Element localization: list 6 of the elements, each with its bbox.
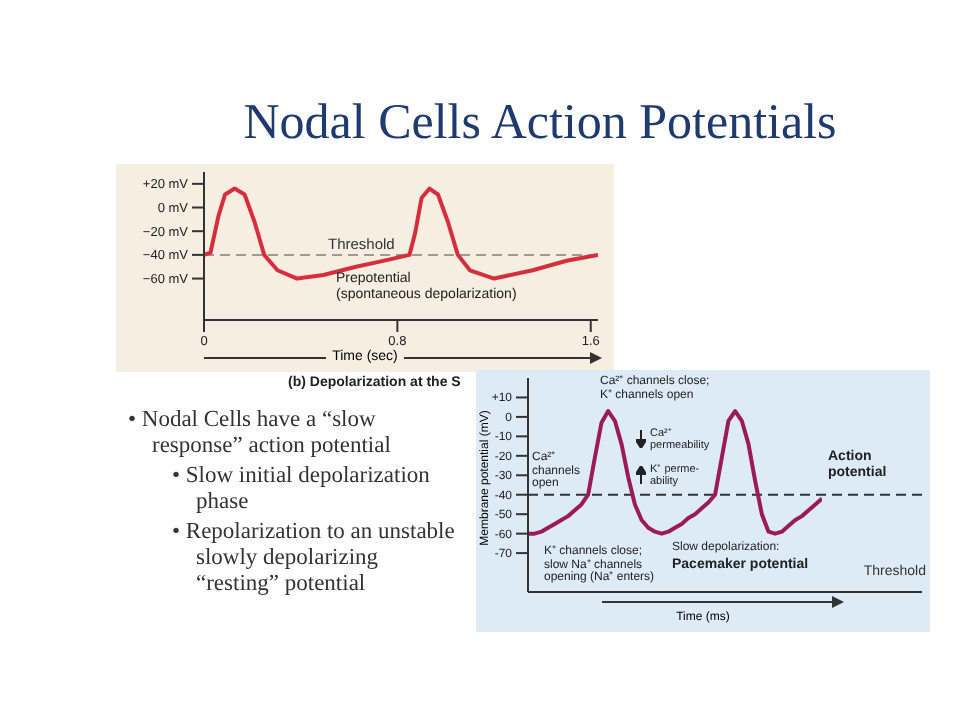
line-series (528, 409, 822, 536)
chart-title: Nodal Cells Action Potentials (243, 96, 837, 150)
line-series (204, 186, 598, 281)
text: • Slow initial depolarization phase (172, 464, 430, 514)
text: • Nodal Cells have a “slow response” action potential (128, 408, 391, 458)
text: • Repolarization to an unstable slowly depolarizing “resting” potential (172, 520, 455, 596)
